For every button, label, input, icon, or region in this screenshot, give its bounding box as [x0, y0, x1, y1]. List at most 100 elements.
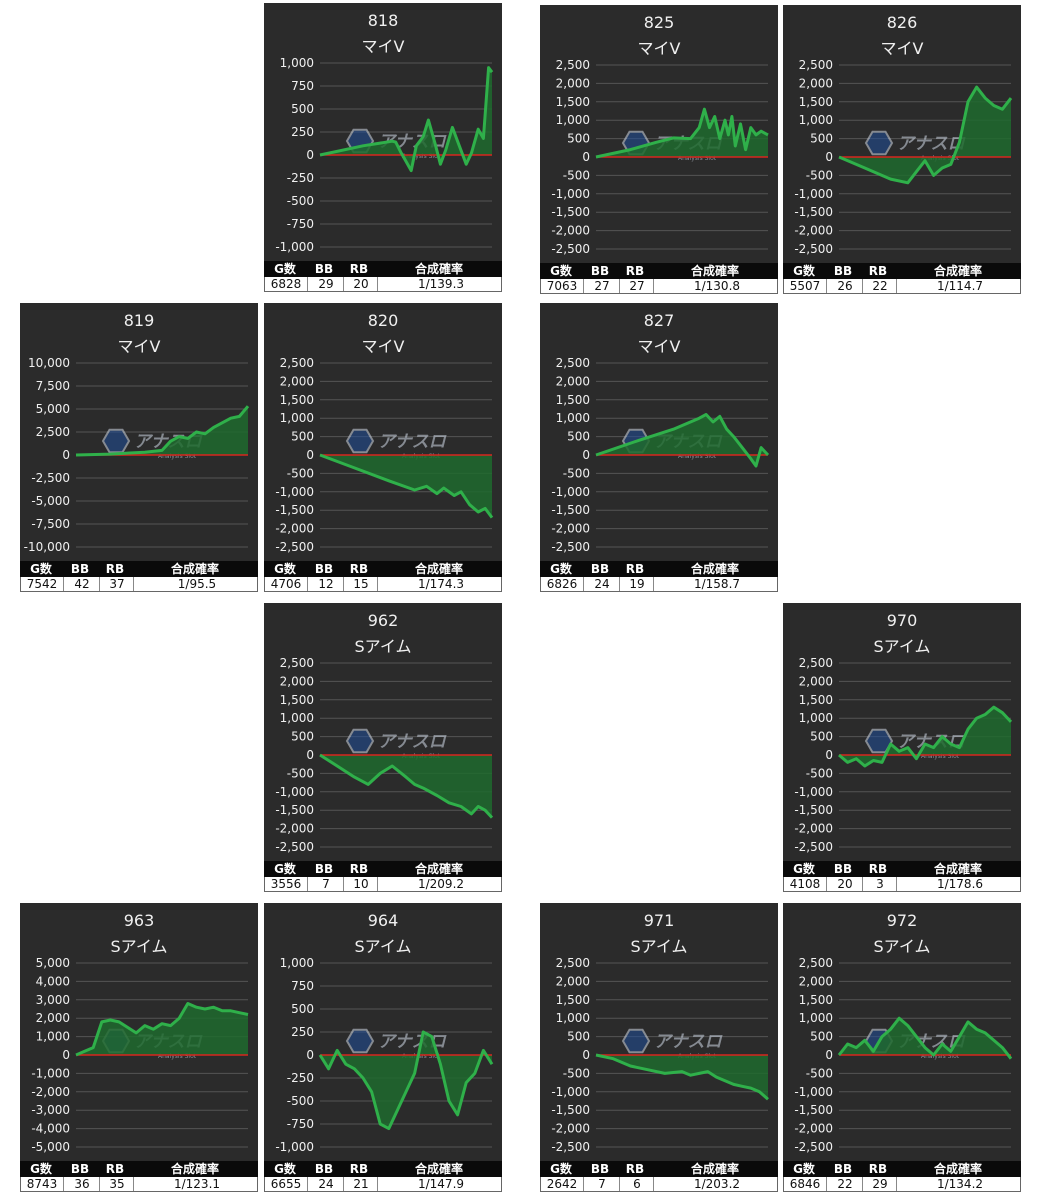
- stats-header-cell: BB: [833, 264, 853, 278]
- stats-value-cell: 1/95.5: [133, 577, 260, 591]
- stats-header-cell: RB: [349, 262, 369, 276]
- y-tick-label: -2,500: [551, 1140, 590, 1154]
- stats-value-row: 4706 12 15 1/174.3: [264, 577, 502, 592]
- stats-header-row: G数 BB RB 合成確率: [264, 861, 502, 877]
- stats-header-cell: 合成確率: [933, 862, 982, 876]
- y-tick-label: 500: [567, 132, 590, 146]
- stats-header-cell: G数: [550, 1162, 572, 1176]
- y-tick-label: -1,000: [551, 187, 590, 201]
- stats-header-cell: RB: [868, 862, 888, 876]
- stats-value-cell: 35: [99, 1177, 134, 1191]
- balance-chart: 2,500 2,000 1,500 1,000 500 0 -500 -1,000 -1,500…: [275, 656, 494, 854]
- balance-chart: 2,500 2,000 1,500 1,000 500 0 -500 -1,000 -1,500…: [794, 656, 1013, 854]
- stats-header-row: G数 BB RB 合成確率: [264, 1161, 502, 1177]
- y-tick-label: -1,000: [794, 187, 833, 201]
- stats-value-cell: 20: [343, 277, 378, 291]
- stats-header-cell: RB: [349, 562, 369, 576]
- y-tick-label: -750: [287, 1117, 314, 1131]
- machine-number: 818: [367, 11, 399, 30]
- y-tick-label: -2,000: [551, 1122, 590, 1136]
- y-tick-label: 1,500: [556, 95, 590, 109]
- machine-number: 971: [643, 911, 675, 930]
- stats-value-cell: 1/209.2: [377, 877, 504, 891]
- stats-header-cell: RB: [349, 1162, 369, 1176]
- series-line: [838, 705, 1013, 768]
- y-tick-label: 1,500: [799, 95, 833, 109]
- y-tick-label: -500: [563, 168, 590, 182]
- balance-chart: 1,0007505002500-250-500-750-1,000アナスロAna…: [275, 956, 494, 1154]
- y-tick-label: 2,000: [799, 76, 833, 90]
- y-tick-label: 0: [62, 448, 70, 462]
- stats-header-cell: RB: [868, 264, 888, 278]
- y-tick-label: -2,000: [31, 1085, 70, 1099]
- stats-value-cell: 37: [99, 577, 134, 591]
- series-area: [839, 1018, 1011, 1059]
- y-tick-label: 0: [825, 1048, 833, 1062]
- stats-value-cell: 1/114.7: [896, 279, 1023, 293]
- stats-value-cell: 26: [826, 279, 863, 293]
- stats-value-row: 8743 36 35 1/123.1: [20, 1177, 258, 1192]
- stats-value-cell: 7542: [26, 577, 58, 591]
- y-tick-label: -5,000: [31, 494, 70, 508]
- stats-header-cell: 合成確率: [690, 1162, 739, 1176]
- y-tick-label: 2,000: [36, 1011, 70, 1025]
- y-tick-label: -2,500: [551, 242, 590, 256]
- slot-graph-panel: 972 Sアイム 2,500 2,000 1,500 1,000 500 0 -500 -1,00…: [783, 903, 1021, 1192]
- y-tick-label: -5,000: [31, 1140, 70, 1154]
- stats-table: G数 BB RB 合成確率 5507 26 22 1/114.7: [783, 263, 1021, 294]
- model-name: Sアイム: [354, 637, 412, 656]
- stats-header-cell: RB: [625, 562, 645, 576]
- y-tick-label: 2,500: [556, 356, 590, 370]
- y-tick-label: 750: [291, 979, 314, 993]
- slot-graph-panel: 819 マイV 10,000 7,500 5,000 2,500 0 -2,500 -5,000…: [20, 303, 258, 592]
- y-tick-label: 2,000: [280, 374, 314, 388]
- y-tick-label: -2,000: [794, 224, 833, 238]
- stats-header-row: G数 BB RB 合成確率: [783, 1161, 1021, 1177]
- svg-text:Analysis Slot: Analysis Slot: [402, 153, 441, 160]
- stats-value-cell: 1/123.1: [133, 1177, 260, 1191]
- stats-value-cell: 20: [826, 877, 863, 891]
- svg-text:Analysis Slot: Analysis Slot: [158, 453, 197, 460]
- svg-text:Analysis Slot: Analysis Slot: [678, 155, 717, 162]
- stats-table: G数 BB RB 合成確率 2642 7 6 1/203.2: [540, 1161, 778, 1192]
- svg-text:Analysis Slot: Analysis Slot: [921, 1053, 960, 1060]
- stats-value-cell: 7: [583, 1177, 620, 1191]
- y-tick-label: -500: [806, 1066, 833, 1080]
- y-tick-label: -1,500: [551, 1103, 590, 1117]
- machine-number: 963: [123, 911, 155, 930]
- y-tick-label: -250: [287, 171, 314, 185]
- y-tick-label: -1,500: [794, 205, 833, 219]
- stats-value-cell: 7: [307, 877, 344, 891]
- y-tick-label: 1,000: [799, 1011, 833, 1025]
- svg-text:Analysis Slot: Analysis Slot: [678, 453, 717, 460]
- y-tick-label: -1,500: [275, 503, 314, 517]
- y-tick-label: 1,000: [280, 956, 314, 970]
- stats-value-cell: 1/178.6: [896, 877, 1023, 891]
- stats-header-cell: BB: [314, 262, 334, 276]
- stats-header-cell: G数: [274, 1162, 296, 1176]
- series-area: [596, 1055, 768, 1100]
- stats-header-cell: RB: [349, 862, 369, 876]
- balance-chart: 2,500 2,000 1,500 1,000 500 0 -500 -1,000 -1,500…: [551, 956, 769, 1154]
- stats-value-cell: 1/139.3: [377, 277, 504, 291]
- machine-number: 972: [886, 911, 918, 930]
- model-name: Sアイム: [354, 937, 412, 956]
- model-name: Sアイム: [873, 637, 931, 656]
- y-tick-label: 2,000: [799, 674, 833, 688]
- series-area: [320, 1032, 492, 1129]
- stats-header-cell: BB: [314, 862, 334, 876]
- slot-graph-panel: 970 Sアイム 2,500 2,000 1,500 1,000 500 0 -500 -1,00…: [783, 603, 1021, 892]
- y-tick-label: -1,000: [794, 1085, 833, 1099]
- stats-header-row: G数 BB RB 合成確率: [540, 263, 778, 279]
- stats-value-cell: 1/158.7: [653, 577, 780, 591]
- series-line: [595, 413, 770, 468]
- stats-header-cell: BB: [590, 1162, 610, 1176]
- y-tick-label: -1,500: [551, 503, 590, 517]
- y-tick-label: 5,000: [36, 956, 70, 970]
- stats-header-cell: 合成確率: [933, 1162, 982, 1176]
- stats-header-cell: RB: [625, 264, 645, 278]
- y-tick-label: -4,000: [31, 1122, 70, 1136]
- slot-graph-panel: 971 Sアイム 2,500 2,000 1,500 1,000 500 0 -500 -1,00…: [540, 903, 778, 1192]
- series-line: [75, 405, 250, 457]
